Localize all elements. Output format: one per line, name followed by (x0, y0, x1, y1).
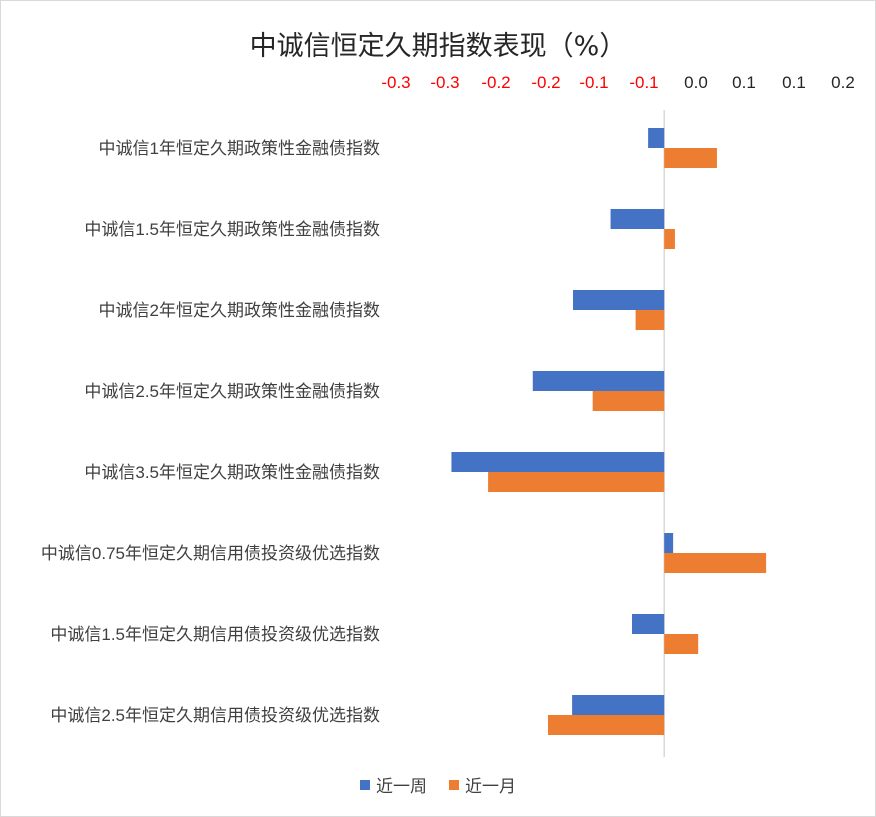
x-tick-label: -0.2 (531, 73, 560, 92)
x-tick-label: -0.3 (381, 73, 410, 92)
bar-week (664, 533, 674, 553)
bar-month (664, 148, 717, 168)
legend-label-week: 近一周 (376, 777, 427, 797)
x-tick-label: 0.2 (831, 73, 855, 92)
legend-item-month: 近一月 (449, 772, 516, 797)
x-tick-label: -0.1 (629, 73, 658, 92)
category-label: 中诚信3.5年恒定久期政策性金融债指数 (84, 463, 380, 482)
bar-week (648, 128, 665, 148)
x-tick-label: 0.0 (684, 73, 708, 92)
category-label: 中诚信2.5年恒定久期信用债投资级优选指数 (50, 706, 380, 725)
category-label: 中诚信2.5年恒定久期政策性金融债指数 (84, 382, 380, 401)
bar-month (664, 634, 699, 654)
bar-week (573, 290, 665, 310)
bar-month (488, 472, 665, 492)
bar-month (664, 229, 675, 249)
bar-month (635, 310, 665, 330)
bar-week (610, 209, 665, 229)
bar-week (532, 371, 665, 391)
legend-swatch-week (360, 779, 370, 790)
bar-week (632, 614, 665, 634)
category-label: 中诚信1.5年恒定久期政策性金融债指数 (84, 220, 380, 239)
x-tick-label: -0.1 (579, 73, 608, 92)
bar-month (664, 553, 767, 573)
category-label: 中诚信0.75年恒定久期信用债投资级优选指数 (41, 544, 380, 563)
category-label: 中诚信1.5年恒定久期信用债投资级优选指数 (50, 625, 380, 644)
x-tick-label: -0.3 (430, 73, 459, 92)
bar-week (572, 695, 665, 715)
category-label: 中诚信2年恒定久期政策性金融债指数 (99, 301, 380, 320)
legend-item-week: 近一周 (360, 772, 427, 797)
x-tick-label: 0.1 (732, 73, 756, 92)
legend-label-month: 近一月 (465, 777, 516, 797)
bar-week (451, 452, 665, 472)
chart-title: 中诚信恒定久期指数表现（%） (249, 31, 627, 62)
bar-month (592, 391, 665, 411)
bar-month (547, 715, 665, 735)
x-tick-label: 0.1 (782, 73, 806, 92)
category-label: 中诚信1年恒定久期政策性金融债指数 (99, 139, 380, 158)
legend-swatch-month (449, 779, 459, 790)
x-tick-label: -0.2 (481, 73, 510, 92)
legend: 近一周 近一月 (0, 772, 876, 797)
